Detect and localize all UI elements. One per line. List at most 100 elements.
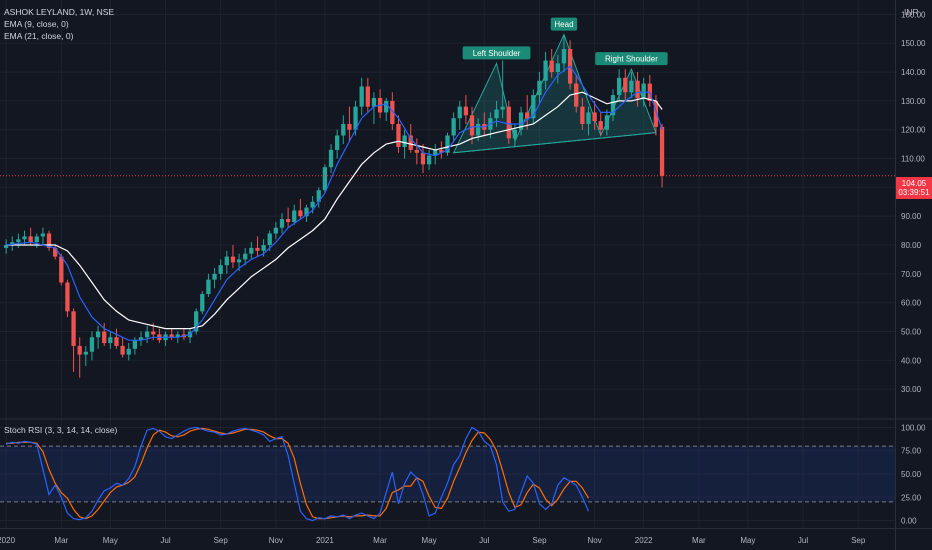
candle-body [285, 219, 291, 222]
price-tick-label: 80.00 [901, 241, 922, 250]
candle-body [592, 112, 597, 122]
candle-body [439, 149, 444, 153]
candle-body [537, 80, 542, 96]
candle-body [126, 348, 131, 355]
candle-body [144, 331, 150, 338]
time-tick-label: Jul [798, 536, 808, 545]
stoch-k-line [5, 426, 590, 522]
pattern-label-text: Right Shoulder [605, 55, 658, 64]
candle-body [494, 109, 499, 119]
ema-21-line [6, 91, 663, 330]
candle [200, 291, 205, 315]
candle [371, 92, 377, 124]
price-tick-label: 30.00 [901, 385, 922, 394]
candle-body [365, 86, 370, 107]
candle [365, 77, 370, 113]
candle-body [22, 236, 27, 240]
candle [347, 106, 352, 142]
pattern-label: Left Shoulder [462, 46, 531, 60]
candle-body [169, 334, 174, 338]
candle-body [347, 123, 352, 130]
candle [604, 109, 610, 136]
candle-body [623, 77, 628, 93]
candle-body [83, 351, 88, 355]
candle [95, 325, 101, 349]
candle-body [89, 337, 95, 352]
stoch-rsi-legend: Stoch RSI (3, 3, 14, 14, close) [4, 425, 118, 435]
candle-body [433, 149, 438, 156]
candle-body [65, 282, 70, 312]
candle [500, 60, 505, 119]
candle-body [53, 247, 58, 257]
candle [531, 89, 536, 124]
candle [616, 69, 622, 101]
candle [120, 337, 125, 358]
candle-body [396, 123, 401, 148]
pattern-label-text: Left Shoulder [473, 49, 521, 58]
candle [635, 72, 640, 107]
candle-body [390, 100, 395, 124]
candle-body [457, 106, 462, 119]
candle-body [273, 227, 279, 234]
price-tick-label: 150.00 [901, 39, 926, 48]
candle [71, 308, 76, 372]
candle-body [46, 233, 52, 248]
candle [138, 331, 144, 346]
candle [46, 230, 52, 251]
candle [243, 247, 248, 266]
candle-body [267, 233, 272, 246]
candle-body [138, 337, 144, 341]
candle-body [426, 155, 432, 165]
time-tick-label: Nov [588, 536, 602, 545]
last-price-value: 104.05 [901, 179, 927, 188]
candle [549, 49, 554, 78]
price-tick-label: 120.00 [901, 126, 926, 135]
candle-body [194, 311, 199, 332]
candle [537, 72, 542, 104]
candle [77, 337, 82, 378]
candle-body [384, 100, 389, 113]
stoch-band-fill [0, 446, 895, 502]
candle-body [224, 256, 229, 266]
candle-body [236, 259, 242, 263]
time-tick-label: Sep [532, 536, 547, 545]
neckline [453, 132, 656, 154]
candle [218, 259, 223, 280]
price-tick-label: 110.00 [901, 155, 925, 164]
time-tick-label: Sep [214, 536, 229, 545]
candle-body [218, 265, 223, 274]
time-tick-label: Mar [692, 536, 706, 545]
candle-body [40, 233, 46, 237]
candle-body [574, 83, 579, 107]
candle-body [408, 135, 413, 150]
candle-body [518, 112, 524, 130]
candle [402, 129, 407, 159]
candle-body [586, 112, 591, 124]
candle [433, 144, 438, 165]
time-tick-label: Nov [269, 536, 283, 545]
candle-body [543, 60, 548, 81]
candle-body [469, 115, 475, 136]
candle [255, 236, 260, 257]
candle-body [353, 106, 358, 130]
candle [3, 239, 9, 254]
candle [561, 34, 567, 73]
pattern-label: Head [550, 17, 578, 31]
ema-slow-legend: EMA (21, close, 0) [4, 31, 74, 41]
candle [10, 236, 15, 251]
candle [249, 242, 254, 260]
candle [298, 198, 303, 220]
candle-body [531, 95, 536, 119]
candle [555, 54, 560, 84]
candle [629, 72, 634, 99]
last-price-tag: 104.05 03:39:51 [896, 177, 932, 199]
stoch-d-line [6, 427, 590, 520]
candle-body [175, 334, 180, 338]
candle [328, 144, 334, 173]
candle [414, 138, 419, 165]
time-tick-label: Jul [479, 536, 489, 545]
candle-body [641, 83, 646, 99]
candle-body [414, 149, 419, 153]
price-tick-label: 90.00 [901, 212, 922, 221]
